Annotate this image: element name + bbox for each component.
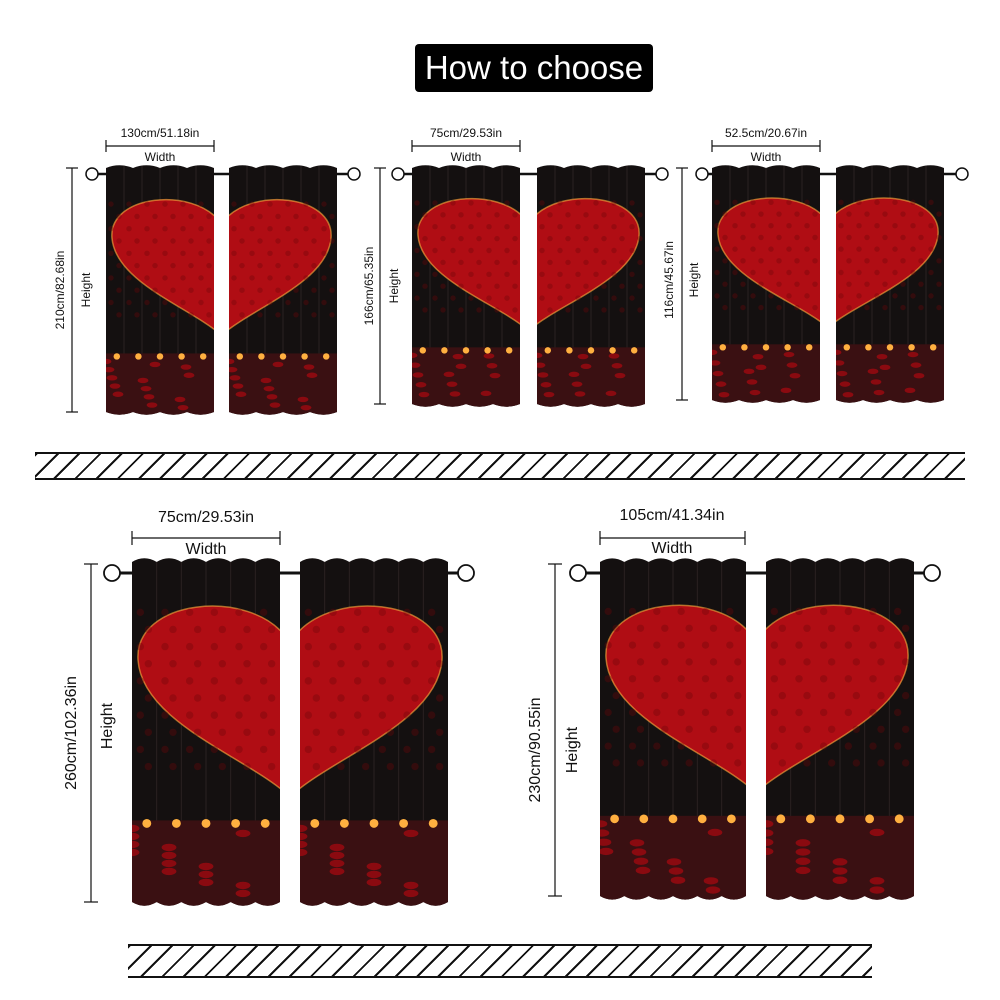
size-option-4: 75cm/29.53in Width 260cm/102.36in Height: [60, 500, 490, 920]
curtain-illustration-1: [66, 140, 361, 415]
height-caption: Height: [99, 702, 116, 750]
width-measure-label: 75cm/29.53in: [157, 509, 255, 526]
curtain-illustration-3: [676, 140, 969, 403]
width-measure-label: 130cm/51.18in: [120, 126, 200, 140]
height-measure-label: 166cm/65.35in: [362, 246, 376, 326]
curtain-illustration-2: [374, 140, 669, 407]
height-caption: Height: [387, 268, 401, 304]
width-caption: Width: [651, 540, 693, 557]
height-caption: Height: [564, 726, 581, 774]
floor-hatch-top: [35, 452, 965, 480]
curtain-illustration-4: [84, 531, 475, 906]
height-caption: Height: [687, 262, 701, 298]
height-measure-label: 260cm/102.36in: [63, 676, 80, 790]
title-badge: How to choose: [415, 44, 653, 92]
height-caption: Height: [79, 272, 93, 308]
width-caption: Width: [144, 150, 176, 164]
curtain-illustration-5: [548, 531, 941, 900]
width-caption: Width: [185, 541, 227, 558]
width-caption: Width: [750, 150, 782, 164]
height-measure-label: 210cm/82.68in: [53, 250, 67, 330]
width-measure-label: 75cm/29.53in: [429, 126, 503, 140]
floor-hatch-bottom: [128, 944, 872, 978]
size-option-3: 52.5cm/20.67in Width 116cm/45.67in Heigh…: [660, 120, 970, 420]
width-caption: Width: [450, 150, 482, 164]
size-option-2: 75cm/29.53in Width 166cm/65.35in Height: [360, 120, 680, 420]
width-measure-label: 105cm/41.34in: [619, 507, 725, 524]
size-option-1: 130cm/51.18in Width 210cm/82.68in Height: [40, 120, 370, 420]
size-option-5: 105cm/41.34in Width 230cm/90.55in Height: [520, 500, 960, 920]
height-measure-label: 116cm/45.67in: [662, 241, 676, 319]
width-measure-label: 52.5cm/20.67in: [724, 126, 808, 140]
height-measure-label: 230cm/90.55in: [527, 697, 544, 803]
page-title: How to choose: [424, 49, 644, 86]
